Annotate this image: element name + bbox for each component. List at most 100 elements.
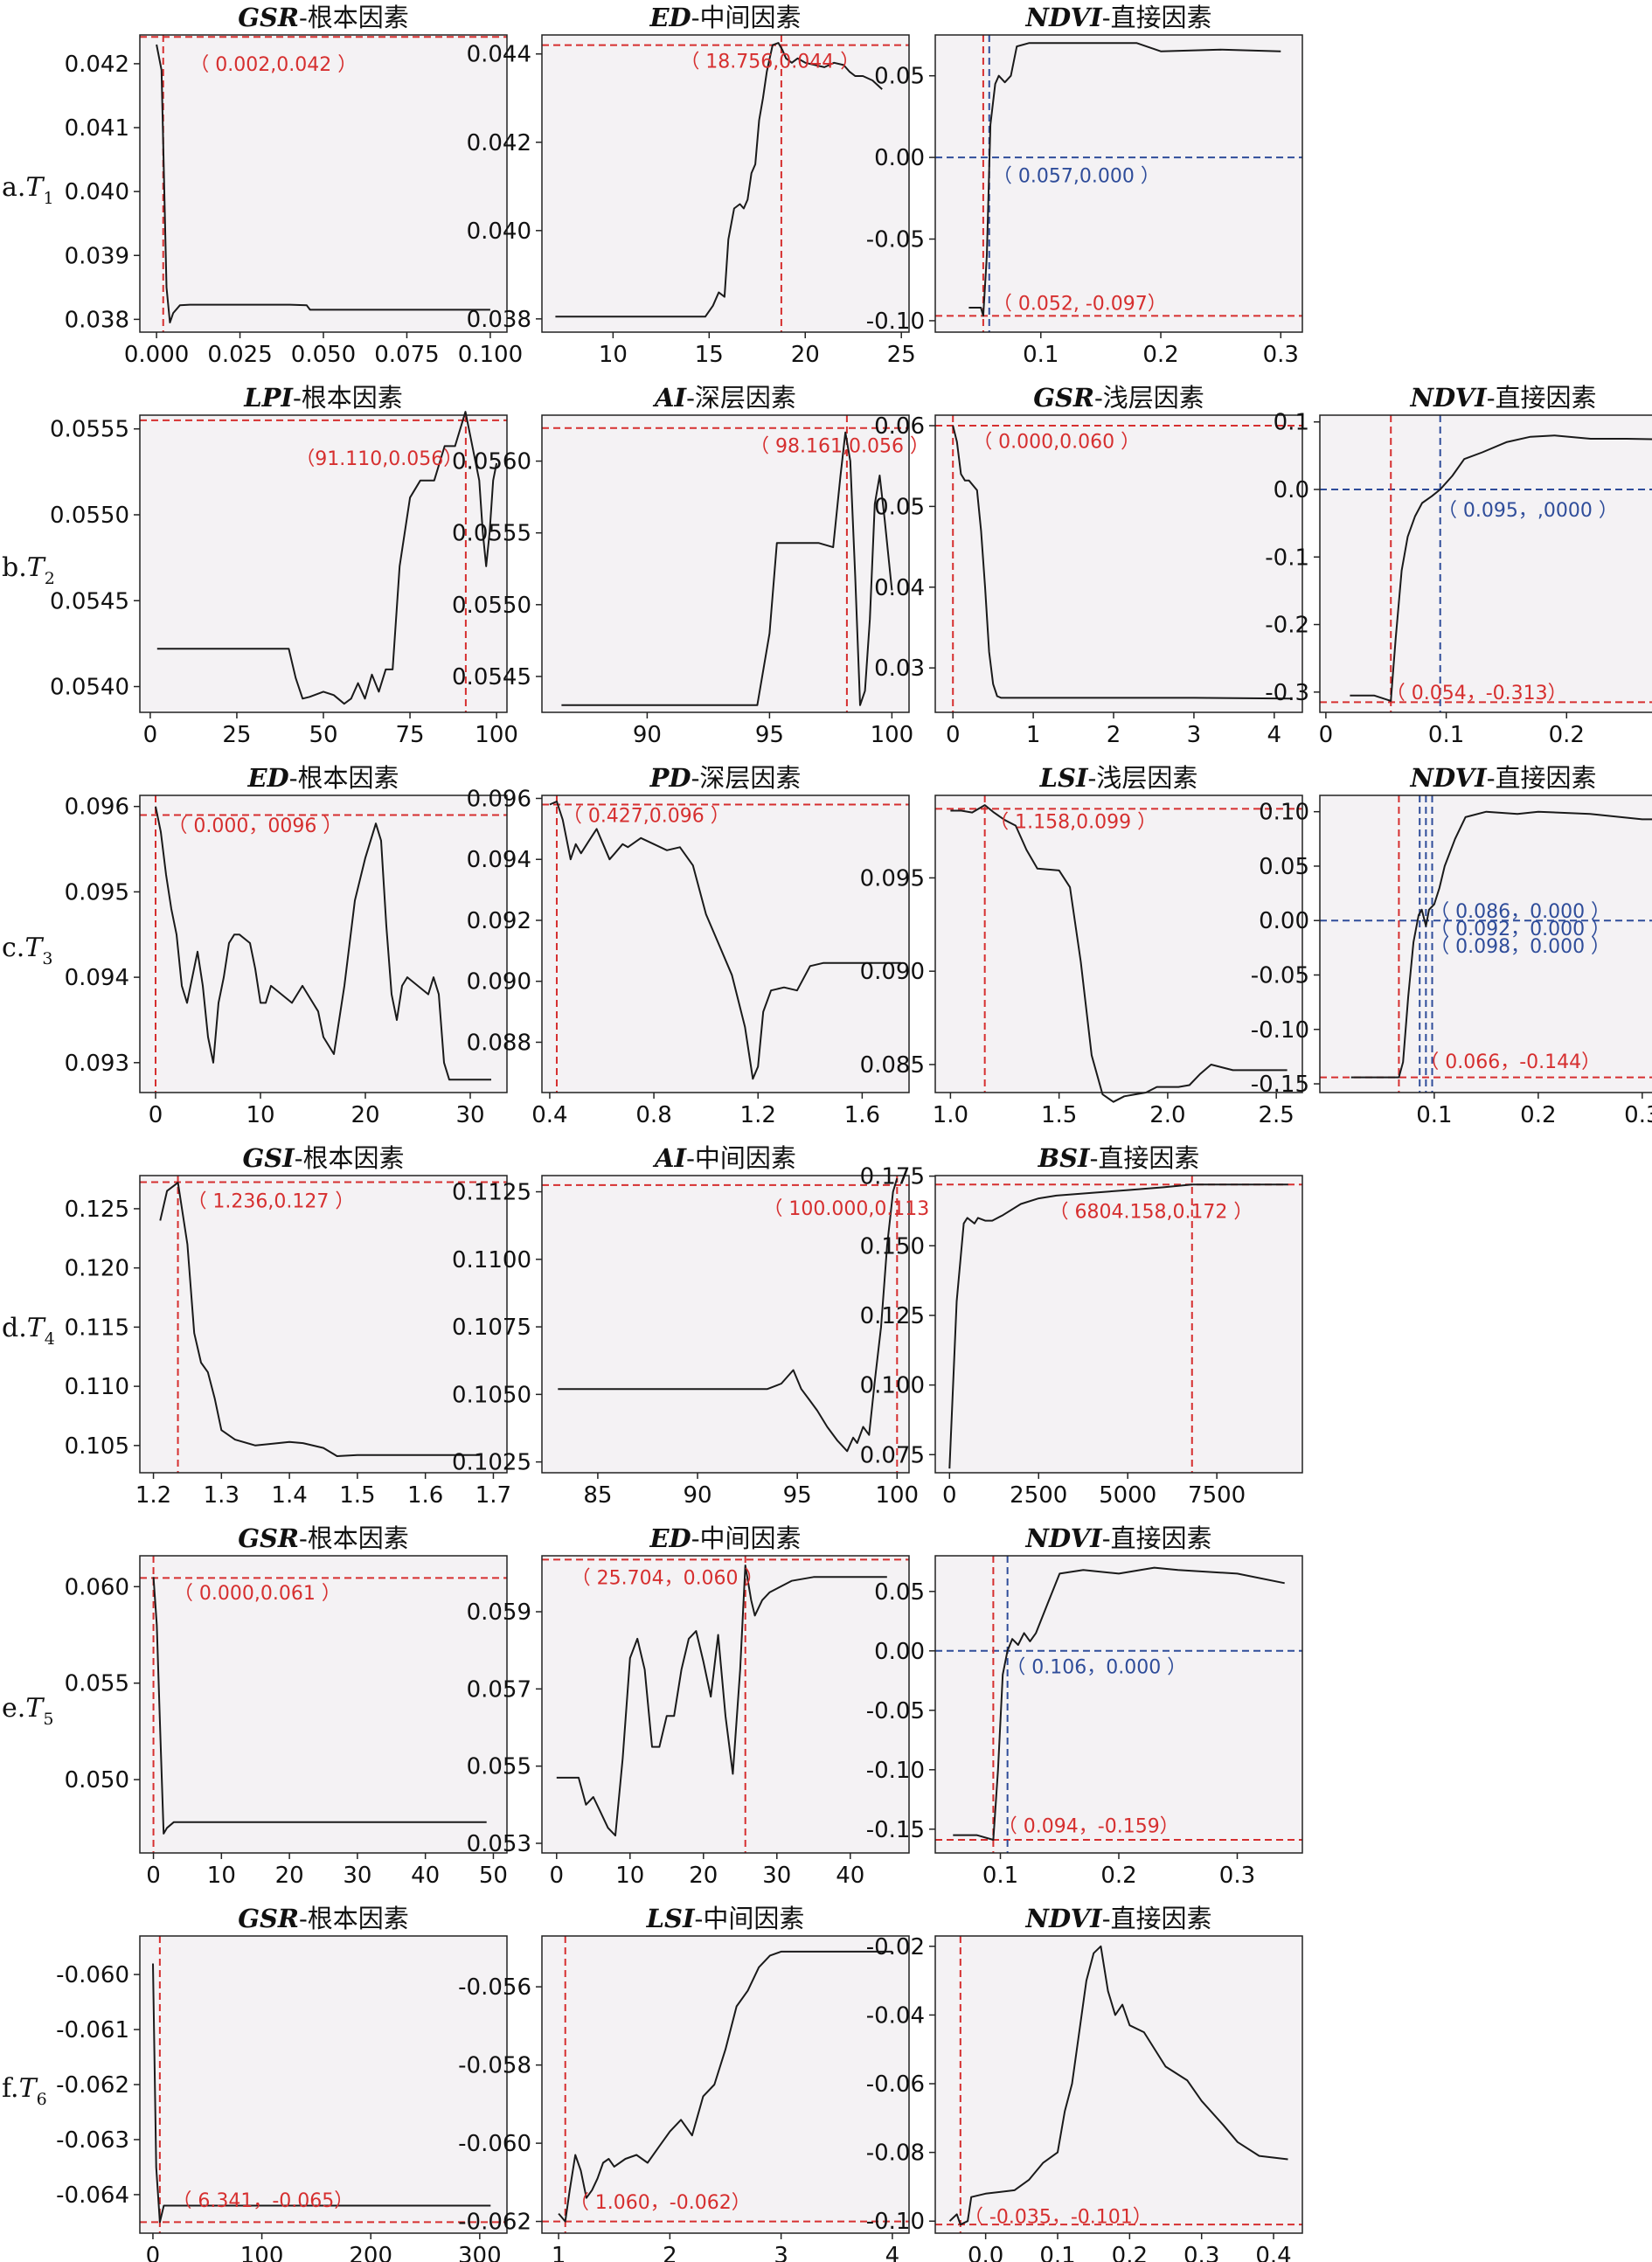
series-line [953,1566,1285,1841]
row-label-sub: 4 [45,1329,55,1349]
series-line [968,42,1281,317]
x-tick-label: 0.3 [1624,1102,1652,1128]
title-suffix: -浅层因素 [1088,763,1198,793]
y-tick-label: 0.105 [65,1433,129,1460]
plot-area [935,1176,1302,1473]
plot-area [935,1936,1302,2233]
title-factor: NDVI [1024,1904,1103,1933]
title-factor: GSR [238,1904,299,1933]
y-tick-label: -0.10 [866,1758,925,1784]
x-tick-label: 75 [396,722,425,748]
y-tick-label: 0.075 [860,1442,925,1468]
panel-title: GSR-浅层因素 [1033,383,1204,413]
threshold-annotation: （ 0.000,0.061 ） [174,1583,341,1605]
threshold-annotation: （ 0.098，0.000 ） [1430,936,1610,958]
y-tick-label: 0.085 [860,1052,925,1079]
y-tick-label: 0.044 [467,42,531,68]
panel-title: AI-中间因素 [652,1143,796,1173]
y-tick-label: -0.060 [458,2131,531,2157]
x-tick-label: 40 [411,1863,440,1889]
x-tick-label: 0.1 [982,1863,1018,1889]
panel-3-1: 85 90 95 100 0.1025 0.1050 0.1075 0.1100 0.1125 A… [452,1143,954,1509]
y-tick-label: 0.050 [65,1767,129,1794]
plot-frame [934,1935,1303,2234]
panel-5-2: 0.0 0.1 0.2 0.3 0.4 -0.10 -0.08 -0.06 -0.04 -0.02… [866,1904,1303,2262]
threshold-annotation: （ 100.000,0.113 ） [763,1198,954,1220]
plot-frame [1319,414,1652,713]
title-factor: PD [649,763,691,793]
x-tick-label: 1.4 [271,1482,307,1509]
row-label-var: T [25,172,45,203]
y-tick-label: 0.095 [860,865,925,892]
plot-frame [934,794,1303,1093]
title-suffix: -根本因素 [299,3,409,32]
y-tick-label: 0.0550 [452,593,531,619]
y-tick-label: 0.150 [860,1233,925,1259]
panel-title: GSR-根本因素 [238,1904,409,1933]
plot-area [542,1556,909,1853]
y-tick-label: 0.00 [874,1639,925,1665]
x-tick-label: 2.5 [1258,1102,1294,1128]
y-tick-label: 0.115 [65,1315,129,1341]
row-label-prefix: b. [2,552,27,583]
x-tick-label: 10 [615,1863,644,1889]
threshold-annotation: （ 0.092，0.000 ） [1430,919,1610,940]
title-factor: GSR [238,3,299,32]
x-tick-label: 2500 [1010,1482,1067,1509]
plot-frame [934,1175,1303,1474]
y-tick-label: -0.10 [866,2209,925,2235]
y-tick-label: 0.0555 [50,417,129,443]
panel-2-2: 1.0 1.5 2.0 2.5 0.085 0.090 0.095 LSI-浅层因素 （ 1.1… [860,763,1303,1128]
y-tick-label: 0.05 [874,1579,925,1606]
panel-title: ED-中间因素 [649,1523,801,1553]
x-tick-label: 7500 [1188,1482,1246,1509]
y-tick-label: 0.092 [467,908,531,934]
plot-frame [139,1175,508,1474]
x-tick-label: 0.2 [1100,1863,1136,1889]
threshold-annotation: （ 0.427,0.096 ） [563,806,730,828]
series-line [156,411,498,705]
y-tick-label: 0.06 [874,413,925,440]
x-tick-label: 90 [633,722,662,748]
title-suffix: -直接因素 [1102,1523,1212,1553]
y-tick-label: 0.0550 [50,503,129,529]
x-tick-label: 0.3 [1219,1863,1255,1889]
x-tick-label: 300 [458,2243,502,2262]
y-tick-label: -0.063 [56,2127,129,2154]
y-tick-label: 0.120 [65,1256,129,1282]
x-tick-label: 3 [774,2243,788,2262]
threshold-annotation: （ 1.236,0.127 ） [187,1190,354,1212]
threshold-annotation: （ 0.086，0.000 ） [1430,901,1610,923]
x-tick-label: 200 [349,2243,392,2262]
title-suffix: -中间因素 [686,1143,796,1173]
plot-frame [139,794,508,1093]
x-tick-label: 1.6 [407,1482,443,1509]
plot-frame [541,794,910,1093]
panel-title: NDVI-直接因素 [1409,763,1596,793]
row-label-sub: 5 [43,1710,53,1729]
series-line [152,1963,491,2224]
y-tick-label: 0.1075 [452,1315,531,1341]
x-tick-label: 1.6 [844,1102,880,1128]
y-tick-label: 0.0555 [452,521,531,547]
series-line [555,42,883,318]
threshold-annotation: （ 18.756,0.044 ） [680,51,859,73]
panel-title: NDVI-直接因素 [1024,1523,1211,1553]
x-tick-label: 0 [1319,722,1334,748]
panel-1-0: 0 25 50 75 100 0.0540 0.0545 0.0550 0.0555 LPI-根本… [2,383,518,748]
x-tick-label: 1.3 [204,1482,239,1509]
y-tick-label: 0.041 [65,115,129,142]
row-label-prefix: a. [2,172,25,203]
plot-area [935,795,1302,1093]
panel-title: AI-深层因素 [652,383,796,413]
threshold-annotation: （ 98.161,0.056 ） [750,435,929,457]
series-line [950,804,1288,1103]
y-tick-label: 0.175 [860,1164,925,1190]
y-tick-label: -0.04 [866,2002,925,2029]
panel-title: LPI-根本因素 [243,383,403,413]
y-tick-label: 0.039 [65,243,129,269]
x-tick-label: 1 [552,2243,566,2262]
series-line [556,1565,887,1837]
plot-frame [541,1175,910,1474]
plot-area [140,795,507,1093]
